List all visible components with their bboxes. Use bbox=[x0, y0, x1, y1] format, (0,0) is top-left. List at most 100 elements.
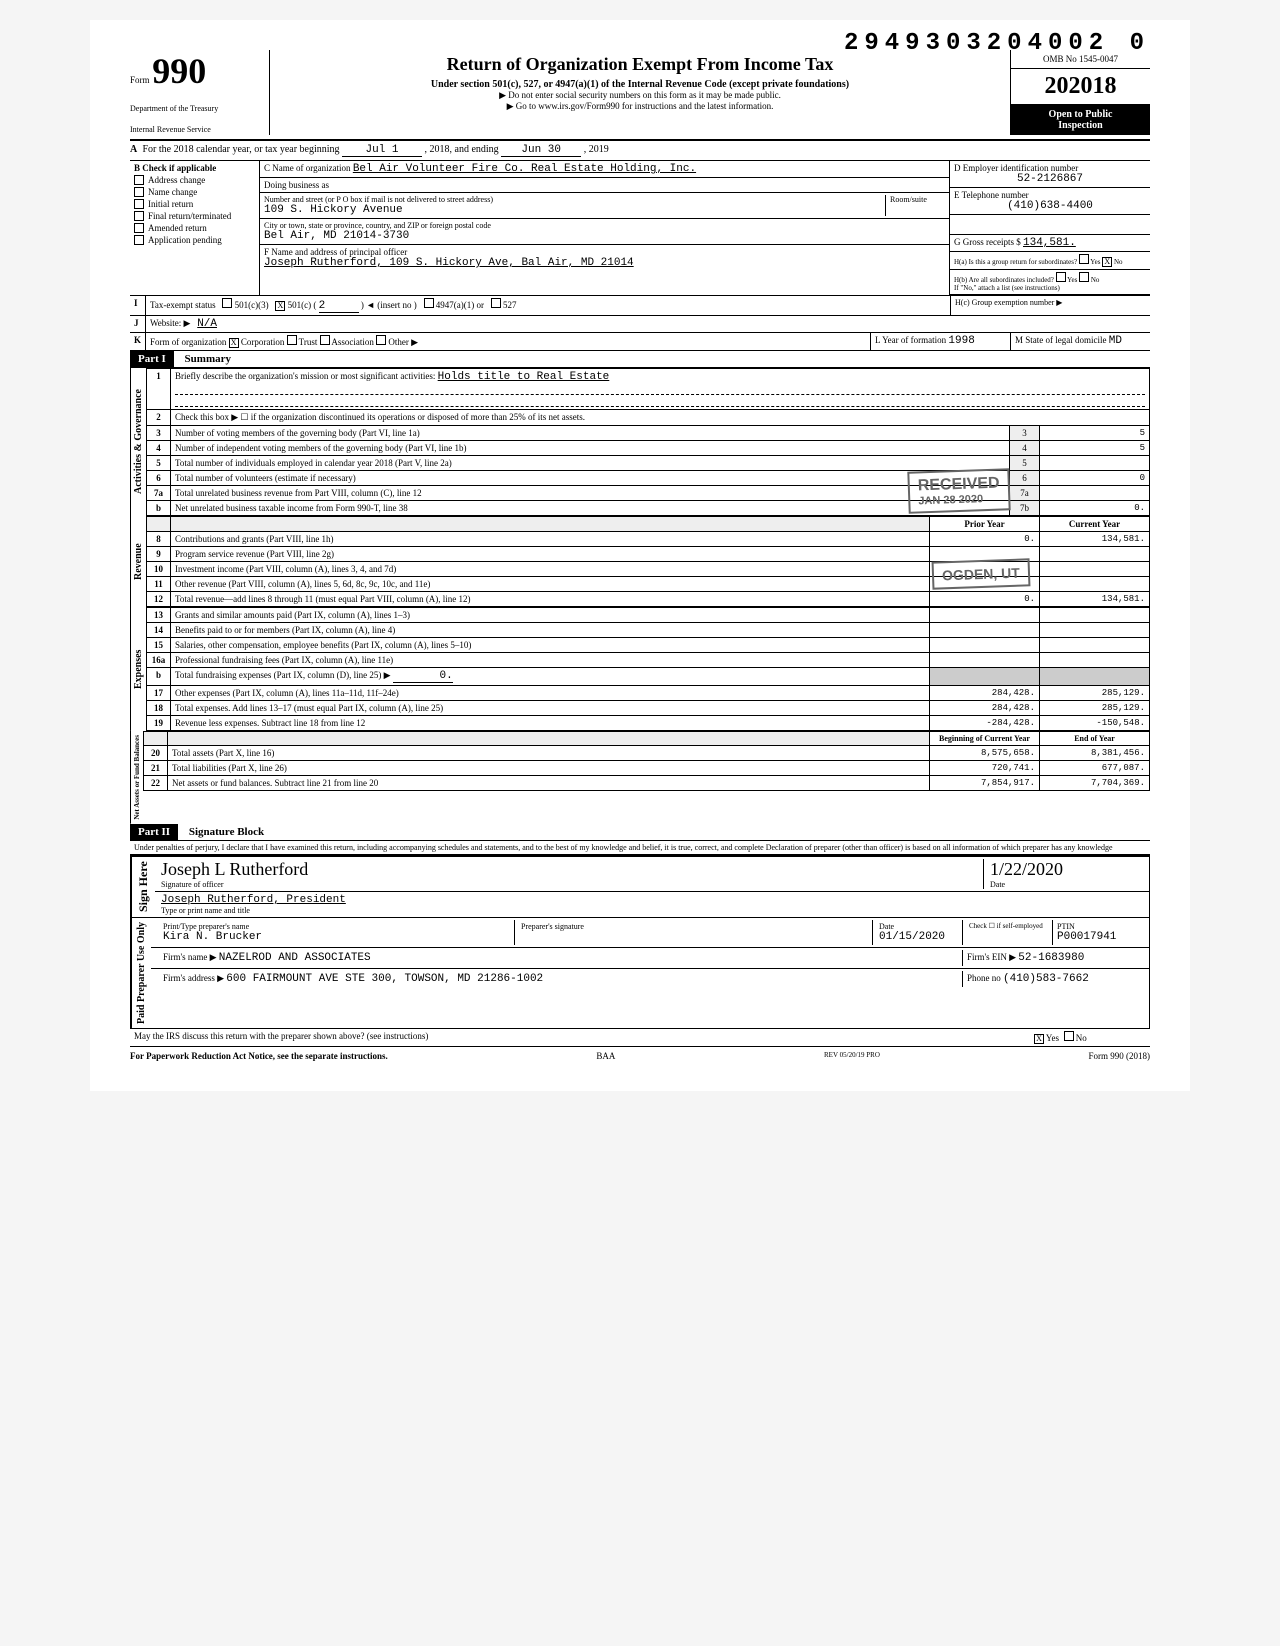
paid-label: Paid Preparer Use Only bbox=[131, 918, 151, 1028]
open-public: Open to Public Inspection bbox=[1011, 105, 1150, 135]
hb-no-checkbox[interactable] bbox=[1079, 272, 1089, 282]
b-checkbox-item: Amended return bbox=[134, 223, 255, 233]
self-employed-label: Check ☐ if self-employed bbox=[969, 922, 1043, 930]
dept-irs: Internal Revenue Service bbox=[130, 125, 261, 134]
b-checkbox-label: Amended return bbox=[148, 223, 207, 233]
line-k: K Form of organization Corporation Trust… bbox=[130, 333, 1150, 351]
firm-name-label: Firm's name ▶ bbox=[163, 952, 217, 962]
current-year-header: Current Year bbox=[1040, 517, 1150, 532]
4947-checkbox[interactable] bbox=[424, 298, 434, 308]
b-checkbox-2[interactable] bbox=[134, 199, 144, 209]
table-row: 8 Contributions and grants (Part VIII, l… bbox=[147, 532, 1150, 547]
hb-label: H(b) Are all subordinates included? bbox=[954, 276, 1054, 284]
line1-value: Holds title to Real Estate bbox=[438, 371, 610, 383]
hb-yes-checkbox[interactable] bbox=[1056, 272, 1066, 282]
website: N/A bbox=[197, 318, 217, 330]
501c3-checkbox[interactable] bbox=[222, 298, 232, 308]
table-row: 15 Salaries, other compensation, employe… bbox=[147, 638, 1150, 653]
discuss-yes-checkbox[interactable] bbox=[1034, 1034, 1044, 1044]
footer-right: Form 990 (2018) bbox=[1088, 1051, 1150, 1061]
officer-label: F Name and address of principal officer bbox=[264, 247, 407, 257]
ein-label: D Employer identification number bbox=[954, 163, 1146, 173]
line-j: J Website: ▶ N/A bbox=[130, 316, 1150, 333]
k-trust-checkbox[interactable] bbox=[287, 335, 297, 345]
line-a-begin: Jul 1 bbox=[342, 144, 422, 157]
ha-yes-checkbox[interactable] bbox=[1079, 254, 1089, 264]
table-row: b Total fundraising expenses (Part IX, c… bbox=[147, 668, 1150, 686]
dept-treasury: Department of the Treasury bbox=[130, 104, 261, 113]
governance-table: 1 Briefly describe the organization's mi… bbox=[146, 368, 1150, 516]
b-checkbox-3[interactable] bbox=[134, 211, 144, 221]
527-checkbox[interactable] bbox=[491, 298, 501, 308]
firm-phone-label: Phone no bbox=[967, 973, 1001, 983]
officer-name-typed: Joseph Rutherford, President bbox=[161, 894, 1143, 906]
table-row: 4 Number of independent voting members o… bbox=[147, 441, 1150, 456]
form-number: 990 bbox=[152, 51, 206, 91]
k-year-label: L Year of formation bbox=[875, 335, 946, 345]
paid-preparer-block: Paid Preparer Use Only Print/Type prepar… bbox=[130, 918, 1150, 1029]
firm-addr-label: Firm's address ▶ bbox=[163, 973, 224, 983]
b-checkbox-label: Final return/terminated bbox=[148, 211, 231, 221]
table-row: 18 Total expenses. Add lines 13–17 (must… bbox=[147, 701, 1150, 716]
501c-checkbox[interactable] bbox=[275, 301, 285, 311]
k-other-checkbox[interactable] bbox=[376, 335, 386, 345]
net-section: Net Assets or Fund Balances Beginning of… bbox=[130, 731, 1150, 824]
k-corp-checkbox[interactable] bbox=[229, 338, 239, 348]
firm-ein-label: Firm's EIN ▶ bbox=[967, 952, 1016, 962]
table-row: 22 Net assets or fund balances. Subtract… bbox=[144, 776, 1150, 791]
discuss-text: May the IRS discuss this return with the… bbox=[134, 1031, 428, 1041]
prep-sig-label: Preparer's signature bbox=[521, 922, 866, 931]
table-row: 11 Other revenue (Part VIII, column (A),… bbox=[147, 577, 1150, 592]
end-year-header: End of Year bbox=[1040, 732, 1150, 746]
sig-label: Signature of officer bbox=[161, 880, 983, 889]
col-b: B Check if applicable Address changeName… bbox=[130, 161, 260, 295]
firm-addr: 600 FAIRMOUNT AVE STE 300, TOWSON, MD 21… bbox=[226, 973, 543, 985]
footer-left: For Paperwork Reduction Act Notice, see … bbox=[130, 1051, 388, 1061]
b-checkbox-item: Application pending bbox=[134, 235, 255, 245]
ptin-label: PTIN bbox=[1057, 922, 1139, 931]
table-row: 12 Total revenue—add lines 8 through 11 … bbox=[147, 592, 1150, 607]
b-header: Check if applicable bbox=[142, 163, 216, 173]
discuss-row: May the IRS discuss this return with the… bbox=[130, 1029, 1150, 1047]
gross: 134,581. bbox=[1023, 237, 1076, 249]
k-year: 1998 bbox=[948, 335, 974, 347]
b-checkbox-item: Final return/terminated bbox=[134, 211, 255, 221]
part2-label: Part II bbox=[130, 824, 178, 840]
table-row: 3 Number of voting members of the govern… bbox=[147, 426, 1150, 441]
revenue-label: Revenue bbox=[130, 516, 146, 607]
main-title: Return of Organization Exempt From Incom… bbox=[282, 54, 998, 75]
instruction-1: ▶ Do not enter social security numbers o… bbox=[282, 90, 998, 101]
b-checkbox-4[interactable] bbox=[134, 223, 144, 233]
section-bcd: B Check if applicable Address changeName… bbox=[130, 161, 1150, 296]
b-checkbox-item: Address change bbox=[134, 175, 255, 185]
table-row: 20 Total assets (Part X, line 16) 8,575,… bbox=[144, 746, 1150, 761]
discuss-no-checkbox[interactable] bbox=[1064, 1031, 1074, 1041]
k-assoc-checkbox[interactable] bbox=[320, 335, 330, 345]
hb-note: If "No," attach a list (see instructions… bbox=[954, 284, 1060, 292]
begin-year-header: Beginning of Current Year bbox=[930, 732, 1040, 746]
org-name: Bel Air Volunteer Fire Co. Real Estate H… bbox=[353, 163, 696, 175]
form-number-block: Form 990 Department of the Treasury Inte… bbox=[130, 50, 270, 135]
ha-no-checkbox[interactable] bbox=[1102, 257, 1112, 267]
sig-date: 1/22/2020 bbox=[990, 859, 1143, 880]
tel: (410)638-4400 bbox=[954, 200, 1146, 212]
b-checkbox-5[interactable] bbox=[134, 235, 144, 245]
col-c: C Name of organization Bel Air Volunteer… bbox=[260, 161, 950, 295]
title-block: Return of Organization Exempt From Incom… bbox=[270, 50, 1010, 135]
form-header: Form 990 Department of the Treasury Inte… bbox=[130, 50, 1150, 141]
part-2-header: Part II Signature Block bbox=[130, 824, 1150, 841]
b-checkbox-1[interactable] bbox=[134, 187, 144, 197]
table-row: 10 Investment income (Part VIII, column … bbox=[147, 562, 1150, 577]
net-table: Beginning of Current Year End of Year 20… bbox=[143, 731, 1150, 791]
form-990-page: 2949303204002 0 Form 990 Department of t… bbox=[90, 20, 1190, 1091]
line-a-suffix: , 2019 bbox=[584, 144, 609, 155]
footer-rev: REV 05/20/19 PRO bbox=[824, 1051, 880, 1061]
line-i: I Tax-exempt status 501(c)(3) 501(c) ( 2… bbox=[130, 296, 1150, 316]
sign-here-label: Sign Here bbox=[131, 857, 155, 917]
table-row: 16a Professional fundraising fees (Part … bbox=[147, 653, 1150, 668]
b-checkbox-0[interactable] bbox=[134, 175, 144, 185]
table-row: 17 Other expenses (Part IX, column (A), … bbox=[147, 686, 1150, 701]
expenses-table: 13 Grants and similar amounts paid (Part… bbox=[146, 607, 1150, 731]
table-row: 9 Program service revenue (Part VIII, li… bbox=[147, 547, 1150, 562]
b-checkbox-label: Initial return bbox=[148, 199, 193, 209]
